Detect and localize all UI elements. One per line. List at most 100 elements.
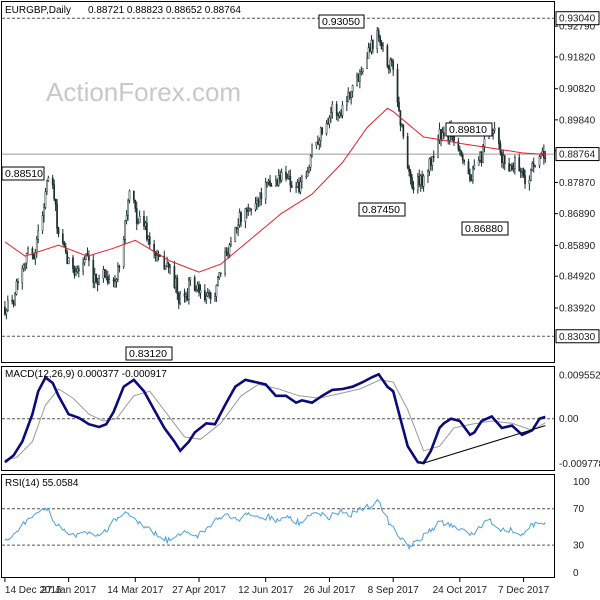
candle-body (185, 293, 187, 297)
candle-body (482, 146, 484, 163)
candle-body (460, 150, 463, 156)
candle-body (498, 128, 500, 145)
candle-body (72, 257, 74, 269)
right-price-bottom: 0.83030 (559, 332, 596, 343)
candle-body (199, 290, 202, 294)
candle-body (305, 175, 308, 178)
candle-body (31, 248, 34, 256)
price-label-086880: 0.86880 (465, 223, 503, 235)
candle-body (75, 271, 77, 276)
candle-body (206, 292, 209, 297)
candle-body (43, 207, 45, 216)
candle-body (95, 274, 98, 282)
candle-body (480, 152, 483, 163)
watermark: ActionForex.com (46, 77, 241, 107)
candle-body (376, 30, 379, 49)
candle-body (366, 58, 368, 69)
candle-body (330, 112, 332, 118)
candle-body (127, 200, 129, 216)
candle-body (379, 36, 381, 44)
candle-body (257, 199, 260, 203)
time-tick-label: 8 Sep 2017 (368, 585, 420, 596)
candle-body (541, 150, 544, 154)
candle-body (22, 264, 25, 269)
candle-body (472, 167, 474, 181)
candle-body (53, 184, 56, 200)
candle-body (408, 167, 410, 172)
candle-body (41, 215, 44, 231)
candle-body (240, 212, 242, 222)
candle-body (5, 310, 8, 315)
candle-body (205, 295, 208, 301)
candle-body (357, 75, 360, 82)
price-tick-label: 0.91820 (559, 52, 596, 63)
candle-body (328, 117, 331, 125)
candle-body (267, 180, 270, 183)
candle-body (402, 124, 405, 137)
time-tick-label: 26 Jul 2017 (304, 585, 356, 596)
candle-body (493, 128, 496, 131)
candle-body (285, 171, 287, 179)
candle-body (215, 284, 218, 297)
candle-body (83, 259, 86, 264)
candle-body (175, 277, 177, 288)
candle-body (447, 135, 450, 141)
candle-body (382, 45, 384, 50)
candle-body (428, 158, 431, 172)
candle-body (463, 159, 466, 162)
candle-body (92, 260, 95, 283)
candle-body (112, 279, 115, 281)
candle-body (183, 293, 186, 297)
candle-body (299, 181, 302, 193)
candle-body (108, 279, 111, 284)
candle-body (98, 278, 100, 285)
candle-body (441, 132, 444, 141)
candle-body (132, 190, 135, 201)
candle-body (306, 171, 309, 177)
candle-body (27, 248, 29, 254)
time-tick-label: 24 Oct 2017 (433, 585, 488, 596)
candle-body (148, 236, 151, 245)
rsi-tick-label: 100 (573, 477, 590, 488)
candle-body (469, 173, 471, 181)
candle-body (67, 257, 70, 264)
candle-body (531, 163, 534, 171)
candle-body (390, 59, 393, 62)
candle-body (337, 114, 339, 117)
candle-body (96, 281, 99, 285)
candle-body (198, 284, 200, 294)
candle-body (4, 306, 6, 315)
candle-body (411, 177, 413, 188)
candle-body (85, 253, 87, 261)
candle-body (341, 104, 344, 116)
time-tick-label: 12 Jun 2017 (238, 585, 293, 596)
candle-body (21, 268, 24, 284)
candle-body (279, 175, 282, 181)
candle-body (499, 143, 502, 153)
candle-body (86, 253, 89, 256)
candle-body (66, 251, 69, 264)
price-tick-label: 0.90820 (559, 84, 596, 95)
candle-body (327, 123, 329, 125)
candle-body (188, 279, 190, 300)
candle-body (298, 182, 300, 193)
candle-body (502, 155, 505, 163)
macd-tick-label: 0.00 (559, 414, 579, 425)
candle-body (276, 180, 279, 186)
candle-body (280, 171, 283, 181)
candle-body (457, 141, 460, 150)
price-label-087450: 0.87450 (362, 204, 400, 216)
candle-body (25, 253, 28, 264)
candle-body (522, 168, 525, 176)
candle-body (356, 75, 358, 86)
candle-body (534, 165, 537, 167)
candle-body (295, 186, 297, 189)
candle-body (269, 180, 271, 186)
candle-body (386, 45, 389, 67)
price-label-box (125, 346, 173, 361)
candle-body (511, 164, 513, 170)
candle-body (345, 101, 348, 106)
macd-pane-frame (1, 366, 555, 471)
time-tick-label: 27 Apr 2017 (172, 585, 226, 596)
candle-body (82, 262, 84, 272)
